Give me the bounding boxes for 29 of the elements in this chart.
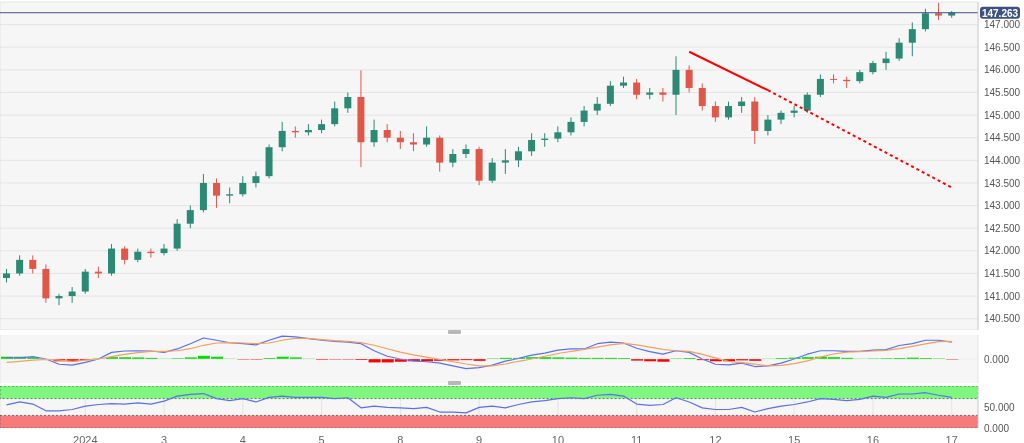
x-tick-label: 11 bbox=[630, 433, 643, 443]
y-tick-label: 140.500 bbox=[984, 313, 1021, 325]
y-tick-label: 141.500 bbox=[984, 268, 1021, 279]
x-tick-label: 17 bbox=[945, 433, 958, 443]
y-tick-label: 146.500 bbox=[984, 41, 1021, 53]
ref-line-label: 147.263 bbox=[981, 7, 1019, 19]
y-tick-label: 143.000 bbox=[984, 200, 1021, 212]
x-tick-label: 10 bbox=[551, 433, 565, 443]
y-tick-label: 147.000 bbox=[984, 19, 1021, 31]
y-tick-label: 145.500 bbox=[984, 87, 1021, 99]
x-tick-label: 4 bbox=[239, 433, 246, 443]
y-tick-label: 50.000 bbox=[984, 401, 1016, 413]
y-tick-label: 146.000 bbox=[984, 64, 1021, 76]
y-tick-label: 143.500 bbox=[984, 177, 1021, 189]
y-tick-label: 144.500 bbox=[984, 132, 1021, 144]
x-tick-label: 12 bbox=[709, 433, 722, 443]
x-tick-label: 16 bbox=[866, 433, 880, 443]
x-tick-label: 5 bbox=[318, 433, 325, 443]
x-tick-label: 9 bbox=[476, 433, 483, 443]
x-tick-label: 15 bbox=[788, 433, 801, 443]
y-tick-label: 141.000 bbox=[984, 290, 1021, 302]
y-tick-label: 144.000 bbox=[984, 154, 1021, 166]
y-tick-label: 142.000 bbox=[984, 245, 1021, 257]
y-tick-label: 142.500 bbox=[984, 222, 1021, 234]
y-tick-label: 145.000 bbox=[984, 109, 1021, 121]
y-tick-label: 0.000 bbox=[984, 422, 1010, 434]
x-tick-label: 3 bbox=[161, 433, 168, 443]
x-tick-label: 2024 bbox=[73, 433, 98, 443]
x-tick-label: 8 bbox=[397, 433, 404, 443]
